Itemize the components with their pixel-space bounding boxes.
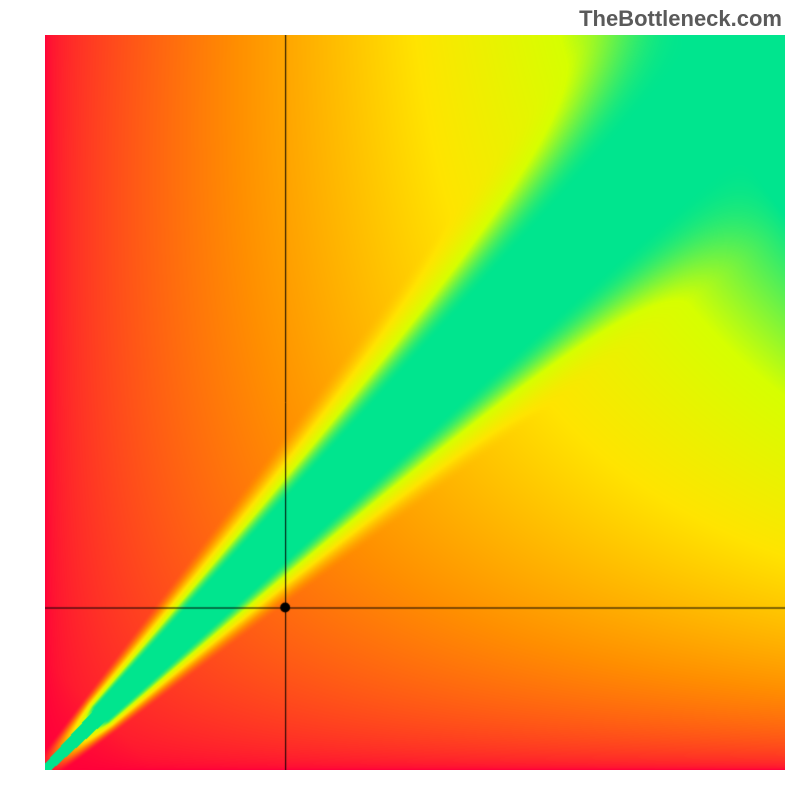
bottleneck-heatmap[interactable] bbox=[45, 35, 785, 770]
watermark-text: TheBottleneck.com bbox=[579, 6, 782, 32]
heatmap-canvas bbox=[45, 35, 785, 770]
